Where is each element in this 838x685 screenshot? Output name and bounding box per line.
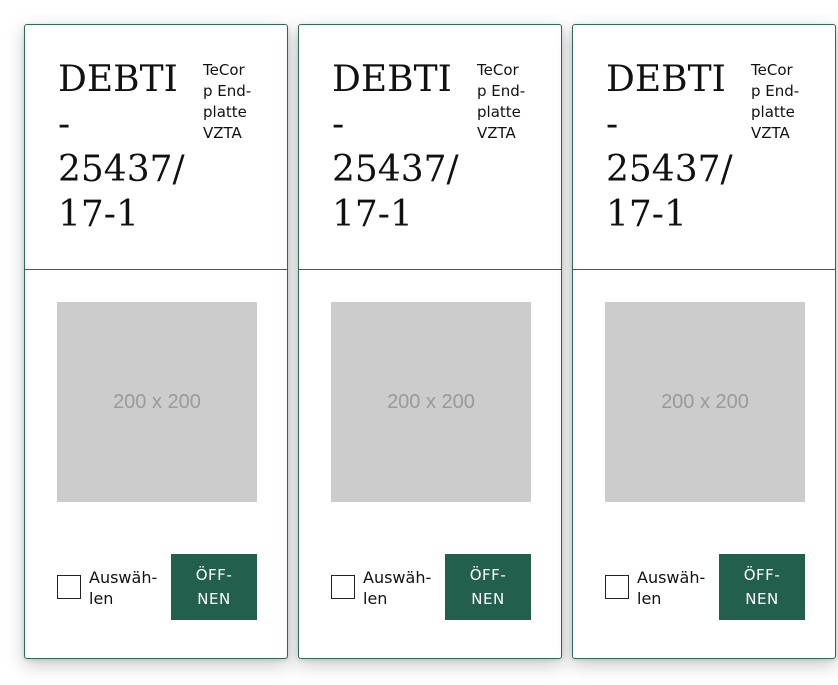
card-header: DEBTI - 25437/ 17-1 TeCor p End- platte … <box>25 25 287 270</box>
card-header: DEBTI - 25437/ 17-1 TeCor p End- platte … <box>573 25 835 270</box>
open-button[interactable]: ÖFF- NEN <box>171 554 257 620</box>
card-title: DEBTI - 25437/ 17-1 <box>332 59 459 235</box>
card-subtitle: TeCor p End- platte VZTA <box>477 61 526 142</box>
product-card: DEBTI - 25437/ 17-1 TeCor p End- platte … <box>24 24 288 659</box>
card-title: DEBTI - 25437/ 17-1 <box>606 59 733 235</box>
product-card: DEBTI - 25437/ 17-1 TeCor p End- platte … <box>572 24 836 659</box>
product-card: DEBTI - 25437/ 17-1 TeCor p End- platte … <box>298 24 562 659</box>
product-image-placeholder: 200 x 200 <box>331 302 531 502</box>
product-image-placeholder: 200 x 200 <box>605 302 805 502</box>
card-subtitle: TeCor p End- platte VZTA <box>751 61 800 142</box>
product-image-placeholder: 200 x 200 <box>57 302 257 502</box>
open-button[interactable]: ÖFF- NEN <box>719 554 805 620</box>
select-label[interactable]: Auswäh- len <box>363 568 432 608</box>
card-footer: Auswäh- len ÖFF- NEN <box>331 554 531 620</box>
card-title: DEBTI - 25437/ 17-1 <box>58 59 185 235</box>
card-header: DEBTI - 25437/ 17-1 TeCor p End- platte … <box>299 25 561 270</box>
select-label[interactable]: Auswäh- len <box>89 568 158 608</box>
card-footer: Auswäh- len ÖFF- NEN <box>57 554 257 620</box>
card-subtitle: TeCor p End- platte VZTA <box>203 61 252 142</box>
select-checkbox[interactable] <box>57 575 81 599</box>
select-checkbox[interactable] <box>605 575 629 599</box>
select-checkbox[interactable] <box>331 575 355 599</box>
card-footer: Auswäh- len ÖFF- NEN <box>605 554 805 620</box>
open-button[interactable]: ÖFF- NEN <box>445 554 531 620</box>
select-label[interactable]: Auswäh- len <box>637 568 706 608</box>
